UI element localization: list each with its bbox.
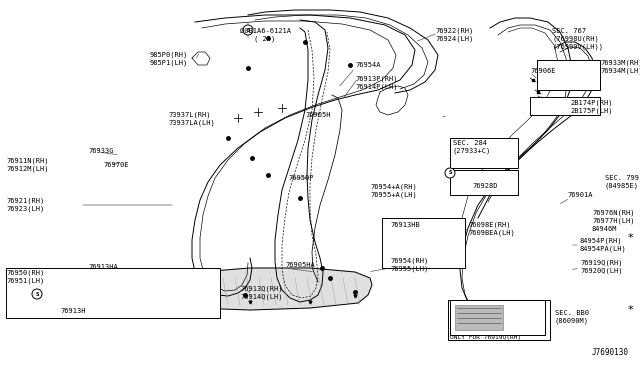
Bar	[448, 300, 550, 340]
Text: SEC. 767
(76998U(RH)
(76999V(LH)): SEC. 767 (76998U(RH) (76999V(LH))	[552, 28, 603, 50]
Bar	[455, 305, 503, 330]
Bar	[450, 300, 545, 335]
Polygon shape	[155, 268, 372, 310]
Bar	[537, 60, 600, 90]
Text: 76933M(RH)
76934M(LH): 76933M(RH) 76934M(LH)	[600, 60, 640, 74]
Text: 76954(RH)
76955(LH): 76954(RH) 76955(LH)	[390, 258, 428, 273]
Text: 76901A: 76901A	[567, 192, 593, 198]
Text: 76906E: 76906E	[530, 68, 556, 74]
Bar	[6, 268, 220, 318]
Text: 76928D: 76928D	[472, 183, 497, 189]
Text: SEC. 284
(27933+C): SEC. 284 (27933+C)	[453, 140, 492, 154]
Text: 84954P(RH)
84954PA(LH): 84954P(RH) 84954PA(LH)	[580, 238, 627, 253]
Text: S: S	[246, 28, 250, 32]
Text: 76911N(RH)
76912M(LH): 76911N(RH) 76912M(LH)	[6, 157, 49, 171]
Text: 73937L(RH)
73937LA(LH): 73937L(RH) 73937LA(LH)	[168, 112, 215, 126]
Text: *: *	[627, 233, 633, 243]
Text: 76913H: 76913H	[60, 308, 86, 314]
Text: 76913HB: 76913HB	[390, 222, 420, 228]
Bar	[450, 170, 518, 195]
Text: 76905HA: 76905HA	[285, 262, 315, 268]
Text: 76976N(RH)
76977H(LH)
84946M: 76976N(RH) 76977H(LH) 84946M	[592, 210, 634, 232]
Text: S: S	[35, 292, 39, 296]
Text: 76921(RH)
76923(LH): 76921(RH) 76923(LH)	[6, 198, 44, 212]
Text: 985P0(RH)
985P1(LH): 985P0(RH) 985P1(LH)	[150, 52, 188, 67]
Bar	[530, 97, 600, 115]
Text: Ø0B1A6-6121A
( 24): Ø0B1A6-6121A ( 24)	[239, 28, 291, 42]
Text: 76954A: 76954A	[355, 62, 381, 68]
Bar	[382, 218, 465, 268]
Text: 76913P(RH)
76914P(LH): 76913P(RH) 76914P(LH)	[355, 75, 397, 90]
Text: 76950P: 76950P	[288, 175, 314, 181]
Text: 76913Q(RH)
76914Q(LH): 76913Q(RH) 76914Q(LH)	[240, 285, 282, 299]
Text: 76919Q(RH)
76920Q(LH): 76919Q(RH) 76920Q(LH)	[580, 260, 623, 275]
Text: 76905H: 76905H	[305, 112, 330, 118]
Text: ONLY FOR 76919Q(RH): ONLY FOR 76919Q(RH)	[450, 335, 521, 340]
Circle shape	[243, 25, 253, 35]
Text: J7690130: J7690130	[592, 348, 629, 357]
Text: 76950(RH)
76951(LH): 76950(RH) 76951(LH)	[6, 270, 44, 285]
Text: SEC. BB0
(86090M): SEC. BB0 (86090M)	[555, 310, 589, 324]
Text: S: S	[448, 170, 452, 176]
Text: 76922(RH)
76924(LH): 76922(RH) 76924(LH)	[435, 28, 473, 42]
Text: 76933G: 76933G	[88, 148, 113, 154]
Circle shape	[445, 168, 455, 178]
Text: 76954+A(RH)
76955+A(LH): 76954+A(RH) 76955+A(LH)	[370, 183, 417, 198]
Text: 2B174P(RH)
2B175P(LH): 2B174P(RH) 2B175P(LH)	[570, 100, 612, 115]
Text: *: *	[627, 305, 633, 315]
Circle shape	[32, 289, 42, 299]
Text: 76098E(RH)
7609BEA(LH): 76098E(RH) 7609BEA(LH)	[468, 222, 515, 237]
Text: 76913HA: 76913HA	[88, 264, 118, 270]
Bar	[450, 138, 518, 168]
Text: 76970E: 76970E	[103, 162, 129, 168]
Text: SEC. 799
(84985E): SEC. 799 (84985E)	[605, 175, 639, 189]
